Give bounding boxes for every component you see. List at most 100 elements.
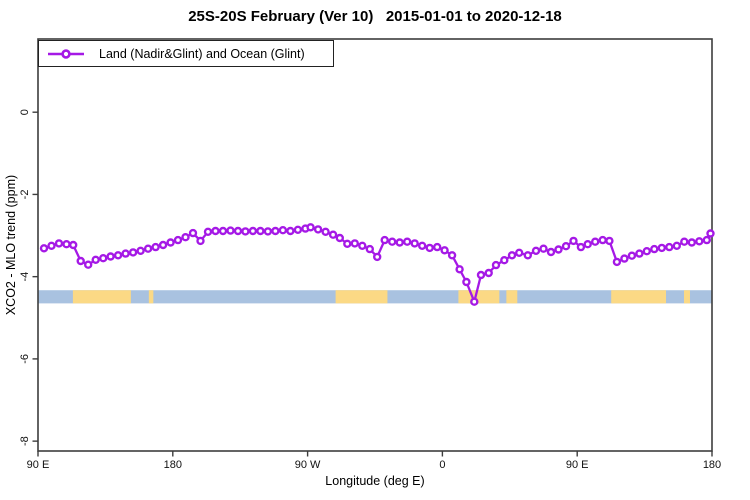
data-point (687, 238, 696, 247)
x-tick-label: 180 (703, 459, 721, 471)
data-point (561, 241, 571, 251)
data-point (425, 243, 434, 253)
data-point (226, 226, 235, 235)
data-point (410, 239, 419, 248)
data-point (365, 244, 374, 254)
y-tick-label: 0 (19, 109, 31, 115)
data-point (470, 297, 479, 306)
data-point (546, 247, 556, 257)
data-point (98, 254, 108, 263)
x-tick-label: 180 (164, 459, 182, 471)
data-point (143, 244, 153, 253)
data-point (350, 239, 359, 248)
data-point (531, 246, 541, 256)
data-point (462, 277, 471, 287)
y-tick-label: -2 (19, 190, 31, 200)
data-point (263, 227, 273, 236)
data-point (113, 251, 123, 260)
data-point (447, 251, 457, 260)
data-point (47, 241, 56, 251)
x-tick-label: 90 W (295, 459, 321, 471)
map-strip-land-madagascar (506, 290, 518, 304)
x-tick-label: 90 E (566, 459, 589, 471)
data-point (380, 235, 389, 245)
data-point (211, 226, 220, 236)
plot-border (37, 38, 713, 452)
legend-label: Land (Nadir&Glint) and Ocean (Glint) (99, 46, 305, 61)
data-point (657, 243, 666, 253)
data-point (62, 239, 71, 249)
data-point (395, 238, 404, 247)
x-tick-label: 0 (439, 459, 445, 471)
map-strip-land-new-caledonia (148, 290, 154, 304)
data-point (569, 236, 578, 246)
data-point (158, 240, 168, 250)
data-point (248, 226, 258, 236)
map-strip-land-africa (458, 290, 500, 304)
y-tick-label: -8 (19, 436, 31, 446)
data-point (515, 248, 524, 258)
data-point (583, 239, 592, 249)
data-point (203, 227, 213, 237)
data-point (106, 252, 115, 261)
y-tick-label: -6 (19, 354, 31, 364)
data-point (358, 241, 367, 251)
y-axis-title: XCO2 - MLO trend (ppm) (4, 174, 18, 316)
data-point (650, 244, 659, 254)
data-point (455, 265, 464, 274)
data-point (91, 255, 100, 264)
data-point (54, 239, 64, 248)
data-point (313, 225, 323, 234)
legend: Land (Nadir&Glint) and Ocean (Glint) (38, 40, 334, 67)
data-point (388, 237, 397, 246)
data-point (672, 241, 681, 251)
data-point (278, 225, 288, 235)
data-point (136, 246, 145, 256)
data-point (373, 252, 382, 262)
data-point (293, 225, 303, 235)
data-point (403, 237, 412, 246)
map-strip-land-south-america (335, 290, 388, 304)
x-axis-title: Longitude (deg E) (325, 474, 425, 488)
data-point (241, 227, 250, 236)
data-point (612, 257, 622, 267)
map-strip-land-australia (72, 290, 131, 304)
data-point (576, 242, 586, 252)
data-point (476, 270, 486, 280)
data-point (695, 237, 704, 246)
data-point (68, 240, 78, 250)
data-point (181, 232, 190, 242)
data-point (484, 268, 493, 278)
data-point (83, 260, 93, 269)
data-point (680, 237, 689, 246)
data-point (635, 249, 644, 258)
data-point (286, 226, 295, 236)
data-point (188, 228, 198, 238)
data-point (418, 241, 427, 251)
data-point (121, 249, 130, 258)
data-point (343, 239, 352, 249)
x-tick-label: 90 E (27, 459, 50, 471)
data-point (233, 226, 243, 236)
data-point (605, 236, 614, 246)
data-point (173, 235, 183, 245)
y-tick-label: -4 (19, 272, 31, 282)
data-point (256, 226, 265, 236)
data-point (706, 229, 715, 238)
data-point (539, 244, 548, 253)
data-point (271, 226, 280, 236)
data-point (440, 246, 449, 255)
data-point (491, 260, 501, 270)
data-point (598, 235, 607, 245)
data-point (306, 223, 315, 232)
map-strip-land-australia-repeat (611, 290, 667, 304)
data-point (218, 226, 228, 236)
map-strip-land-new-caledonia-repeat (683, 290, 690, 304)
data-point (620, 254, 629, 263)
data-point (128, 248, 138, 257)
data-point (554, 245, 563, 254)
data-point (642, 246, 651, 256)
data-point (166, 238, 175, 247)
data-point (151, 242, 160, 252)
